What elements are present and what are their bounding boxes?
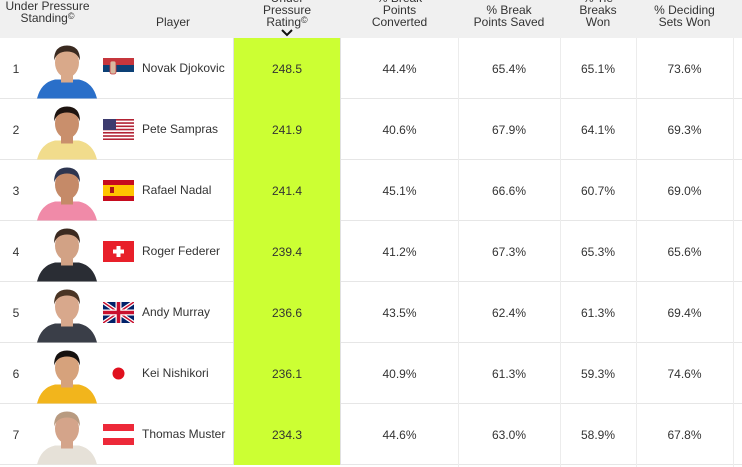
player-photo[interactable] bbox=[37, 343, 97, 404]
header-bp-converted-label: % Break Points Converted bbox=[371, 0, 428, 29]
bp-converted: 44.4% bbox=[382, 61, 417, 76]
deciding-sets-won: 69.0% bbox=[667, 183, 702, 198]
tie-breaks-won: 65.1% bbox=[580, 61, 616, 76]
tie-breaks-won: 60.7% bbox=[580, 183, 616, 198]
header-tie-breaks[interactable]: % Tie Breaks Won bbox=[560, 0, 636, 38]
divider bbox=[560, 38, 561, 467]
player-name[interactable]: Pete Sampras bbox=[142, 122, 219, 136]
table-row[interactable]: 6 Kei Nishikori 236.1 40.9% 61.3% 59.3% … bbox=[0, 343, 742, 404]
player-name[interactable]: Thomas Muster bbox=[142, 427, 226, 441]
bp-converted: 41.2% bbox=[382, 244, 417, 259]
player-photo[interactable] bbox=[37, 99, 97, 160]
header-player[interactable]: Player bbox=[140, 0, 206, 38]
tie-breaks-won: 65.3% bbox=[580, 244, 616, 259]
header-deciding-sets[interactable]: % Deciding Sets Won bbox=[636, 0, 733, 38]
player-name[interactable]: Rafael Nadal bbox=[142, 183, 212, 197]
header-standing[interactable]: Under Pressure Standing© bbox=[0, 0, 95, 38]
header-bp-converted[interactable]: % Break Points Converted bbox=[341, 0, 458, 38]
deciding-sets-won: 65.6% bbox=[667, 244, 702, 259]
bp-saved: 63.0% bbox=[491, 427, 527, 442]
table-row[interactable]: 5 Andy Murray 236.6 43.5% 62.4% 61.3% 69… bbox=[0, 282, 742, 343]
header-rating[interactable]: Under Pressure Rating© bbox=[233, 0, 341, 38]
table-header: Under Pressure Standing© Player Under Pr… bbox=[0, 0, 742, 38]
player-name[interactable]: Roger Federer bbox=[142, 244, 221, 258]
deciding-sets-won: 69.4% bbox=[667, 305, 702, 320]
flag-usa-icon bbox=[103, 119, 134, 140]
bp-saved: 65.4% bbox=[491, 61, 527, 76]
under-pressure-rating: 241.4 bbox=[233, 160, 341, 221]
divider bbox=[733, 38, 734, 467]
under-pressure-rating: 236.6 bbox=[233, 282, 341, 343]
tie-breaks-won: 58.9% bbox=[580, 427, 616, 442]
header-rating-label: Under Pressure Rating bbox=[262, 0, 312, 29]
flag-japan-icon bbox=[112, 367, 125, 380]
flag-austria-icon bbox=[103, 424, 134, 445]
tie-breaks-won: 59.3% bbox=[580, 366, 616, 381]
rank: 1 bbox=[12, 61, 20, 76]
rank: 3 bbox=[12, 183, 20, 198]
bp-saved: 67.9% bbox=[491, 122, 527, 137]
player-photo[interactable] bbox=[37, 404, 97, 465]
player-name[interactable]: Andy Murray bbox=[142, 305, 211, 319]
under-pressure-rating: 234.3 bbox=[233, 404, 341, 465]
header-deciding-sets-label: % Deciding Sets Won bbox=[654, 3, 715, 29]
flag-uk-icon bbox=[103, 302, 134, 323]
bp-saved: 61.3% bbox=[491, 366, 527, 381]
under-pressure-rating: 241.9 bbox=[233, 99, 341, 160]
bp-converted: 40.9% bbox=[382, 366, 417, 381]
bp-saved: 62.4% bbox=[491, 305, 527, 320]
tie-breaks-won: 61.3% bbox=[580, 305, 616, 320]
bp-converted: 40.6% bbox=[382, 122, 417, 137]
rank: 4 bbox=[12, 244, 20, 259]
copyright-mark: © bbox=[301, 15, 308, 25]
under-pressure-rating: 248.5 bbox=[233, 38, 341, 99]
bp-converted: 45.1% bbox=[382, 183, 417, 198]
rank: 7 bbox=[12, 427, 20, 442]
player-name[interactable]: Novak Djokovic bbox=[142, 61, 225, 75]
header-player-label: Player bbox=[155, 15, 190, 29]
deciding-sets-won: 67.8% bbox=[667, 427, 702, 442]
under-pressure-rating: 239.4 bbox=[233, 221, 341, 282]
bp-converted: 44.6% bbox=[382, 427, 417, 442]
bp-converted: 43.5% bbox=[382, 305, 417, 320]
divider bbox=[458, 38, 459, 467]
tie-breaks-won: 64.1% bbox=[580, 122, 616, 137]
table-row[interactable]: 1 Novak Djokovic 248.5 44.4% 65.4% 65.1%… bbox=[0, 38, 742, 99]
table-row[interactable]: 3 Rafael Nadal 241.4 45.1% 66.6% 60.7% 6… bbox=[0, 160, 742, 221]
rank: 6 bbox=[12, 366, 20, 381]
header-bp-saved[interactable]: % Break Points Saved bbox=[458, 0, 560, 38]
player-name[interactable]: Kei Nishikori bbox=[142, 366, 209, 380]
player-photo[interactable] bbox=[37, 282, 97, 343]
deciding-sets-won: 73.6% bbox=[667, 61, 702, 76]
divider bbox=[636, 38, 637, 467]
table-row[interactable]: 7 Thomas Muster 234.3 44.6% 63.0% 58.9% … bbox=[0, 404, 742, 465]
header-bp-saved-label: % Break Points Saved bbox=[473, 3, 545, 29]
table-row[interactable]: 2 Pete Sampras 241.9 40.6% 67.9% 64.1% 6… bbox=[0, 99, 742, 160]
bp-saved: 67.3% bbox=[491, 244, 527, 259]
header-standing-label: Under Pressure Standing bbox=[5, 0, 90, 25]
copyright-mark: © bbox=[67, 11, 75, 21]
player-photo[interactable] bbox=[37, 160, 97, 221]
header-tie-breaks-label: % Tie Breaks Won bbox=[579, 0, 617, 29]
flag-serbia-icon bbox=[103, 58, 134, 79]
deciding-sets-won: 74.6% bbox=[667, 366, 702, 381]
rank: 2 bbox=[12, 122, 20, 137]
player-photo[interactable] bbox=[37, 38, 97, 99]
under-pressure-rating: 236.1 bbox=[233, 343, 341, 404]
flag-spain-icon bbox=[103, 180, 134, 201]
deciding-sets-won: 69.3% bbox=[667, 122, 702, 137]
player-photo[interactable] bbox=[37, 221, 97, 282]
flag-switzerland-icon bbox=[103, 241, 134, 262]
table-row[interactable]: 4 Roger Federer 239.4 41.2% 67.3% 65.3% … bbox=[0, 221, 742, 282]
chevron-down-icon[interactable] bbox=[281, 29, 293, 37]
rank: 5 bbox=[12, 305, 20, 320]
bp-saved: 66.6% bbox=[491, 183, 527, 198]
